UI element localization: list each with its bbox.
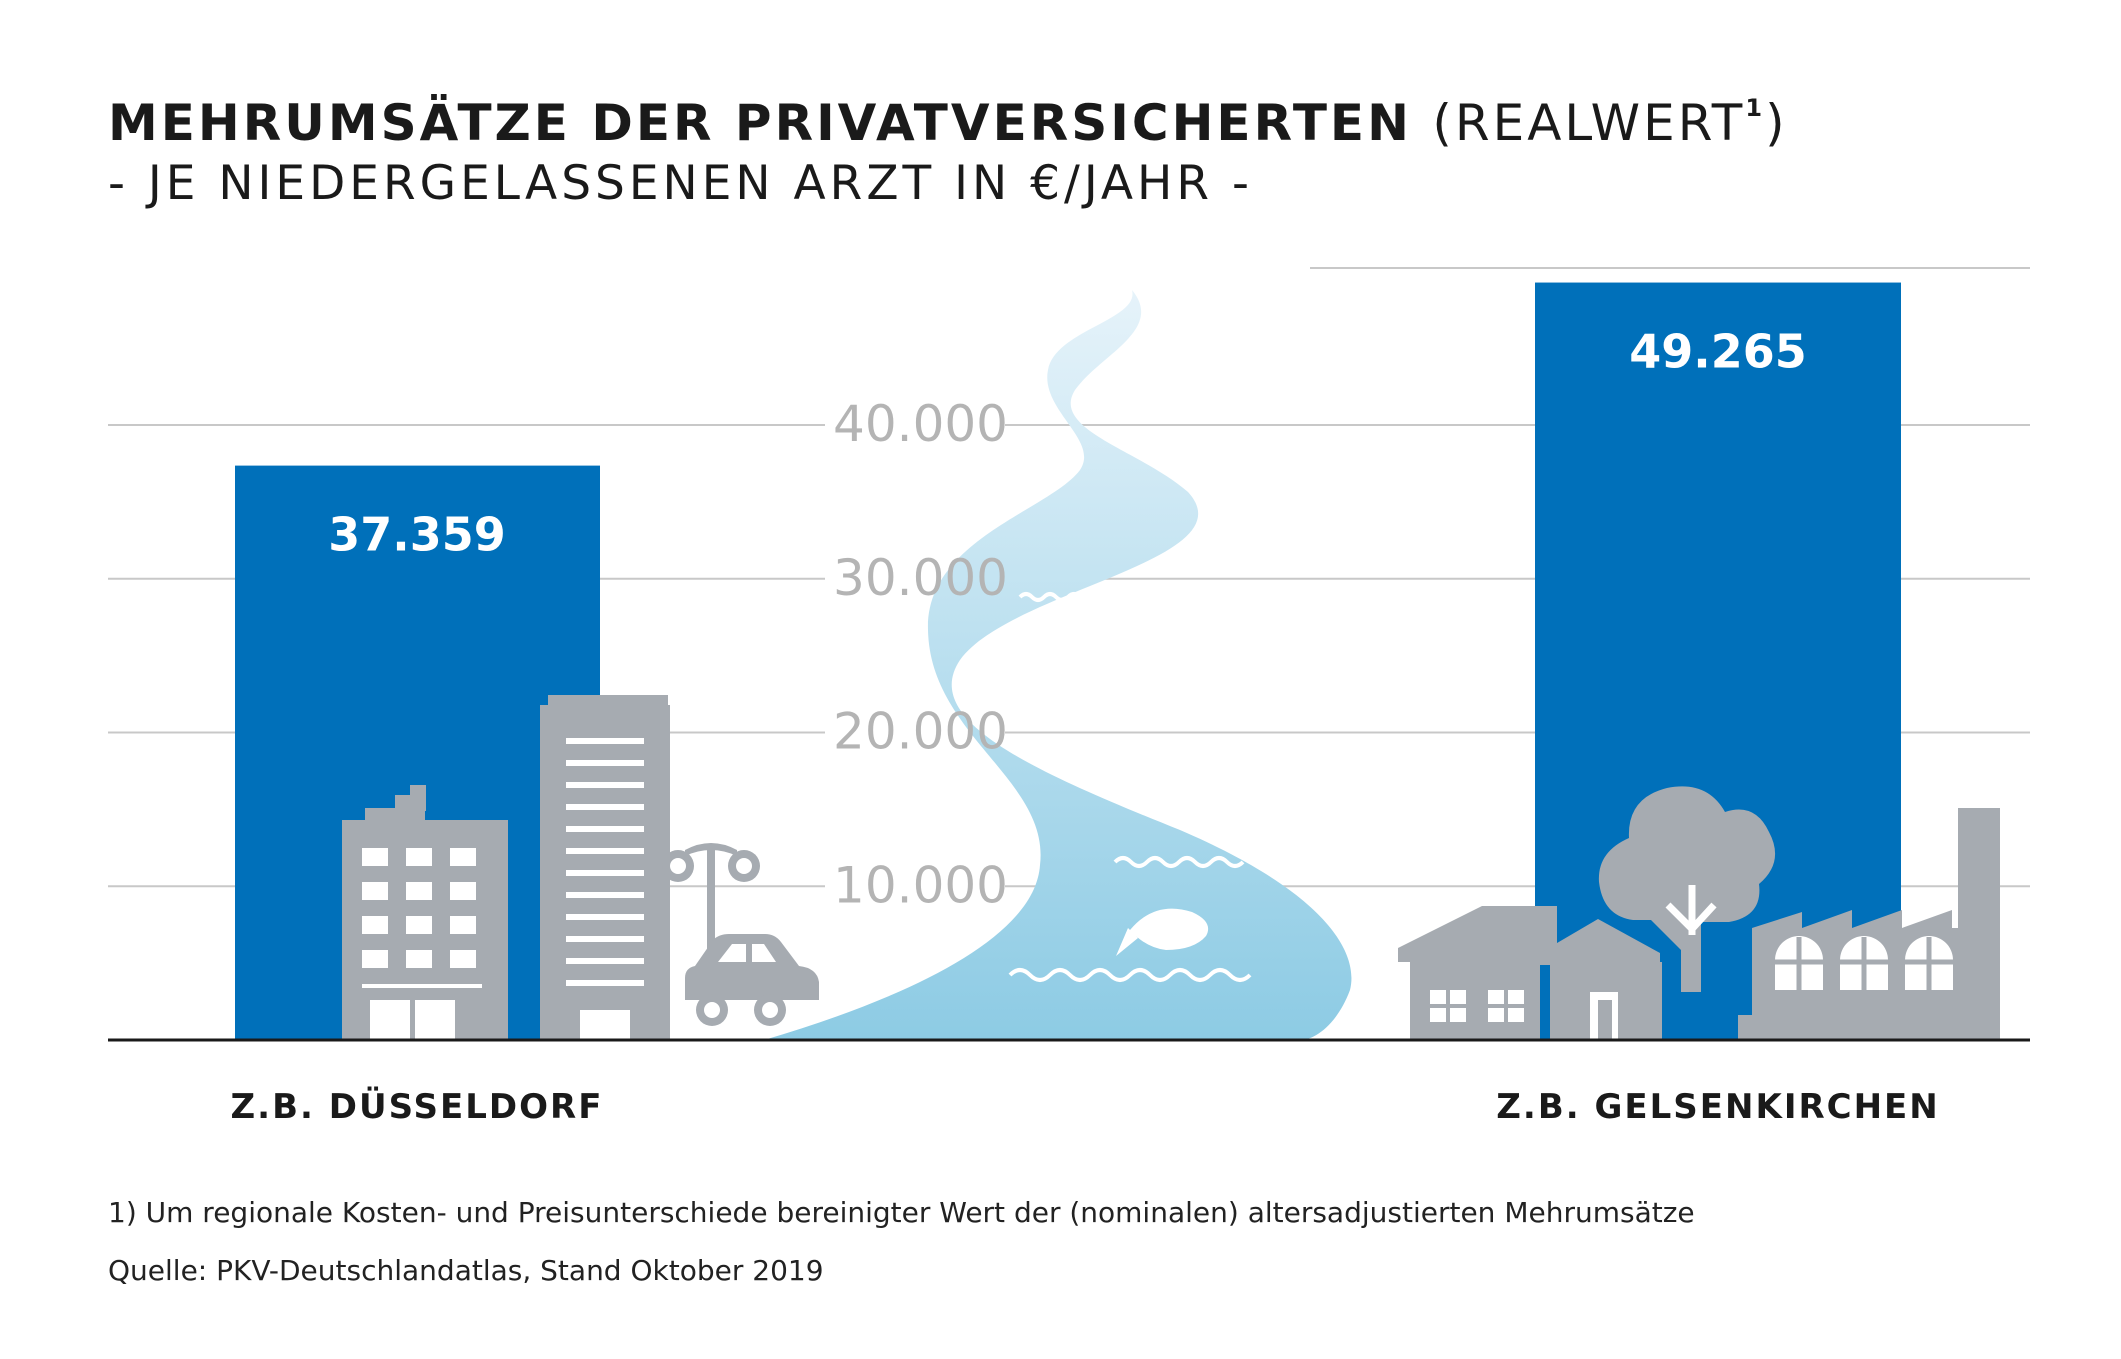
street-lamp <box>662 843 760 960</box>
category-label-0: Z.B. DÜSSELDORF <box>231 1086 604 1127</box>
waves <box>1008 592 1252 982</box>
y-tick-label-1: 20.000 <box>833 703 1008 761</box>
fish-icon <box>1040 666 1209 956</box>
source-note: Quelle: PKV-Deutschlandatlas, Stand Okto… <box>108 1254 824 1287</box>
office-tower <box>540 695 670 1040</box>
house-icon <box>1398 906 1662 1040</box>
car-icon <box>685 934 819 1026</box>
suburb-illustration <box>1398 786 2000 1040</box>
bar-value-label-1: 49.265 <box>1629 325 1807 379</box>
y-tick-label-3: 40.000 <box>833 395 1008 453</box>
footnote-1: 1) Um regionale Kosten- und Preisuntersc… <box>108 1196 1695 1229</box>
title-main: MEHRUMSÄTZE DER PRIVATVERSICHERTEN <box>108 94 1412 152</box>
chart-subtitle: - JE NIEDERGELASSENEN ARZT IN €/JAHR - <box>108 156 1253 211</box>
y-tick-label-0: 10.000 <box>833 856 1008 914</box>
bar-value-label-0: 37.359 <box>328 508 506 562</box>
apartment-building <box>342 785 508 1040</box>
tree-icon <box>1598 786 1776 992</box>
y-tick-labels: 10.000 20.000 30.000 40.000 <box>833 395 1008 914</box>
river <box>764 290 1352 1040</box>
chart-title: MEHRUMSÄTZE DER PRIVATVERSICHERTEN (REAL… <box>108 96 1788 148</box>
title-suffix: (REALWERT <box>1432 94 1746 152</box>
title-footnote-marker: 1 <box>1745 94 1766 122</box>
factory-icon <box>1738 808 2000 1040</box>
city-illustration <box>342 695 819 1040</box>
y-tick-label-2: 30.000 <box>833 549 1008 607</box>
river-illustration <box>764 290 1352 1040</box>
category-label-1: Z.B. GELSENKIRCHEN <box>1496 1087 1939 1127</box>
title-suffix-close: ) <box>1765 94 1788 152</box>
category-labels: Z.B. DÜSSELDORF Z.B. GELSENKIRCHEN <box>231 1086 1939 1127</box>
